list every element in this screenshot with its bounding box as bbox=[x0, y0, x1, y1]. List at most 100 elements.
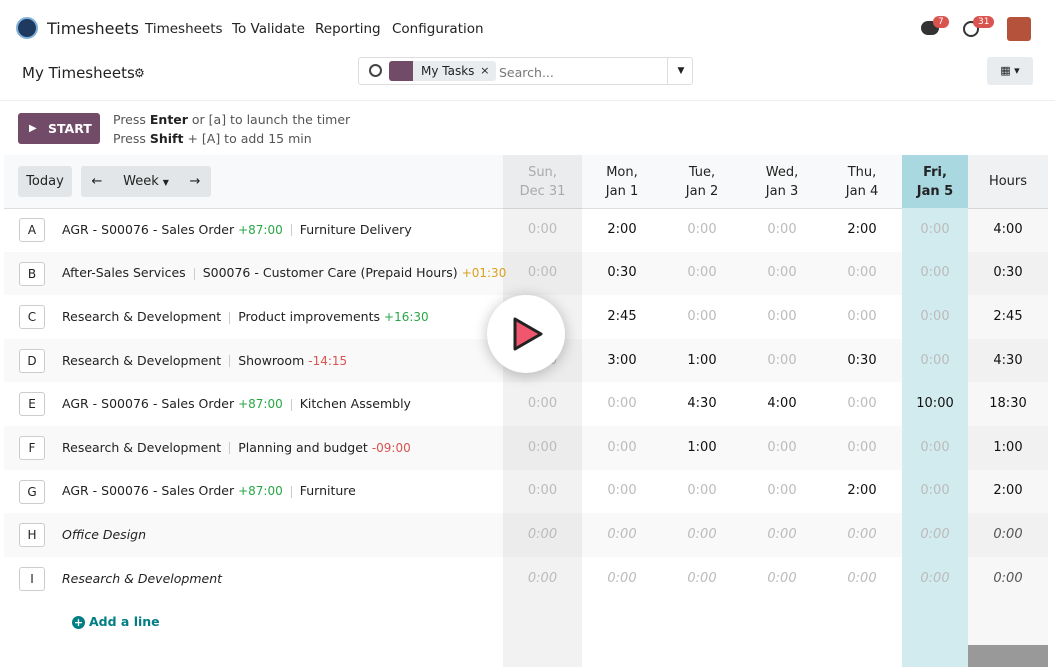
cell[interactable]: 0:00 bbox=[847, 396, 877, 412]
menu-item[interactable]: To Validate bbox=[232, 21, 305, 37]
task-delta: +01:30 bbox=[461, 266, 507, 281]
cell[interactable]: 0:00 bbox=[847, 527, 877, 542]
cell[interactable]: 0:00 bbox=[687, 527, 717, 542]
cell[interactable]: 0:00 bbox=[920, 352, 950, 368]
cell[interactable]: 2:45 bbox=[607, 309, 637, 324]
hint-part: Enter bbox=[149, 112, 188, 127]
cell[interactable]: 0:00 bbox=[527, 527, 558, 542]
cell[interactable]: 0:00 bbox=[920, 483, 950, 499]
task-delta: -09:00 bbox=[371, 440, 411, 455]
scroll bbox=[968, 645, 1048, 667]
badge: 7 bbox=[933, 16, 949, 28]
cell[interactable]: 0:00 bbox=[847, 265, 877, 281]
cell[interactable]: 0:00 bbox=[767, 483, 797, 499]
column-day: Tue, bbox=[688, 165, 716, 180]
cell[interactable]: 0:00 bbox=[767, 265, 797, 281]
remove-filter[interactable]: × bbox=[480, 64, 490, 77]
cell[interactable]: 0:00 bbox=[920, 439, 950, 455]
row-key[interactable]: C bbox=[19, 305, 45, 330]
filter-facet: My Tasks × bbox=[389, 61, 497, 81]
cell[interactable]: 0:00 bbox=[847, 570, 877, 586]
cell[interactable]: 0:00 bbox=[847, 439, 877, 455]
row-total: 4:30 bbox=[993, 352, 1023, 368]
cell[interactable]: 0:00 bbox=[527, 265, 558, 281]
cell[interactable]: 0:00 bbox=[687, 309, 717, 324]
cell[interactable]: 0:00 bbox=[767, 221, 797, 237]
cell[interactable]: 4:00 bbox=[767, 396, 797, 412]
cell[interactable]: 0:00 bbox=[687, 221, 717, 237]
row-total: 2:45 bbox=[993, 309, 1023, 324]
cell[interactable]: 0:00 bbox=[527, 396, 558, 412]
cell[interactable]: 0:00 bbox=[527, 570, 558, 586]
cell[interactable]: 0:00 bbox=[767, 309, 797, 324]
cell[interactable]: 2:00 bbox=[847, 483, 877, 499]
row-key[interactable]: D bbox=[19, 348, 45, 373]
avatar[interactable] bbox=[1007, 17, 1031, 41]
project: Research & Development bbox=[62, 570, 223, 586]
task: Showroom bbox=[238, 352, 305, 368]
add-line[interactable]: + Add a line bbox=[72, 614, 160, 630]
cell[interactable]: 1:00 bbox=[687, 439, 717, 455]
row-label: Research & Development Planning and budge… bbox=[62, 440, 411, 455]
view-switch[interactable]: ▦ ▾ bbox=[987, 57, 1033, 85]
project-delta: +87:00 bbox=[238, 397, 283, 412]
cell[interactable]: 0:30 bbox=[847, 352, 877, 368]
cell[interactable]: 0:00 bbox=[920, 309, 950, 324]
row-key[interactable]: G bbox=[19, 479, 45, 504]
cell[interactable]: 0:00 bbox=[687, 570, 717, 586]
cell[interactable]: 0:00 bbox=[920, 527, 950, 542]
range-button[interactable]: Week ▼ bbox=[113, 166, 179, 197]
cell[interactable]: 3:00 bbox=[607, 352, 637, 368]
menu-item[interactable]: Reporting bbox=[315, 21, 381, 37]
cell[interactable]: 0:00 bbox=[767, 439, 797, 455]
row-key[interactable]: B bbox=[19, 261, 45, 286]
cell[interactable]: 0:00 bbox=[607, 570, 637, 586]
cell[interactable]: 0:00 bbox=[607, 483, 637, 499]
cell[interactable]: 0:00 bbox=[847, 309, 877, 324]
cell[interactable]: 0:00 bbox=[607, 527, 637, 542]
prev-button[interactable]: ← bbox=[81, 166, 113, 197]
today-button[interactable]: Today bbox=[18, 166, 72, 197]
task: Product improvements bbox=[238, 309, 381, 324]
start-button[interactable]: ▶ START bbox=[18, 113, 100, 144]
cell[interactable]: 10:00 bbox=[916, 396, 954, 412]
cell[interactable]: 0:00 bbox=[767, 527, 797, 542]
separator bbox=[193, 267, 195, 280]
row-label: AGR - S00076 - Sales Order +87:00 Kitchen … bbox=[62, 396, 411, 411]
cell[interactable]: 2:00 bbox=[847, 221, 877, 237]
cell[interactable]: 0:00 bbox=[767, 570, 797, 586]
cell[interactable]: 0:00 bbox=[767, 352, 797, 368]
fri-col bbox=[902, 155, 968, 667]
cell[interactable]: 0:00 bbox=[687, 265, 717, 281]
menu-item[interactable]: Configuration bbox=[392, 21, 484, 37]
cell[interactable]: 0:00 bbox=[527, 483, 558, 499]
search-bar[interactable]: My Tasks × Search... ▼ bbox=[358, 57, 693, 85]
row-total: 18:30 bbox=[989, 396, 1027, 412]
row-key[interactable]: E bbox=[19, 392, 45, 417]
cell[interactable]: 2:00 bbox=[607, 221, 637, 237]
cell[interactable]: 0:00 bbox=[607, 396, 637, 412]
search-input[interactable]: Search... bbox=[499, 65, 554, 80]
row-key[interactable]: A bbox=[19, 218, 45, 242]
gear: ⚙ bbox=[134, 66, 145, 80]
cell[interactable]: 0:00 bbox=[920, 221, 950, 237]
cell[interactable]: 0:00 bbox=[920, 570, 950, 586]
cell[interactable]: 4:30 bbox=[687, 396, 717, 412]
cell[interactable]: 0:00 bbox=[527, 221, 558, 237]
cell[interactable]: 0:00 bbox=[687, 483, 717, 499]
row-key[interactable]: H bbox=[19, 523, 45, 548]
cell[interactable]: 0:00 bbox=[607, 439, 637, 455]
search-toggle[interactable]: ▼ bbox=[667, 58, 694, 84]
menu-item[interactable]: Timesheets bbox=[145, 21, 223, 37]
cell[interactable]: 0:00 bbox=[527, 439, 558, 455]
row-key[interactable]: F bbox=[19, 436, 45, 460]
play-overlay[interactable] bbox=[487, 295, 565, 373]
row-key[interactable]: I bbox=[19, 566, 45, 591]
clock-icon[interactable] bbox=[963, 21, 979, 37]
next-button[interactable]: → bbox=[179, 166, 211, 197]
cell[interactable]: 0:00 bbox=[920, 265, 950, 281]
cell[interactable]: 1:00 bbox=[687, 352, 717, 368]
app-name[interactable]: Timesheets bbox=[47, 19, 139, 38]
cell[interactable]: 0:30 bbox=[607, 265, 637, 281]
